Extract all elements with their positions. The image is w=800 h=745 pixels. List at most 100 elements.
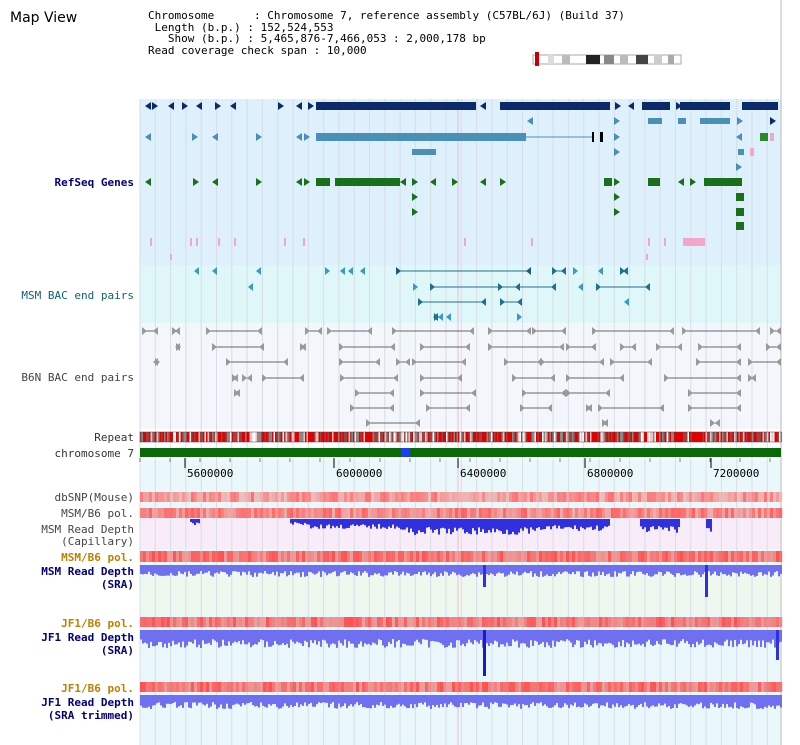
pol-heat-cell bbox=[455, 492, 459, 502]
depth-bar bbox=[266, 630, 268, 642]
repeat-cell bbox=[398, 432, 400, 442]
pol-heat-cell bbox=[488, 617, 492, 627]
depth-bar bbox=[270, 565, 272, 574]
depth-bar bbox=[750, 565, 752, 576]
repeat-cell bbox=[597, 432, 600, 442]
pol-heat-cell bbox=[614, 492, 618, 502]
depth-bar bbox=[368, 630, 370, 644]
pol-heat-cell bbox=[548, 682, 552, 692]
pol-heat-cell bbox=[605, 492, 609, 502]
depth-bar bbox=[604, 519, 606, 527]
pol-heat-cell bbox=[347, 508, 351, 518]
depth-bar bbox=[638, 630, 640, 644]
pol-heat-cell bbox=[314, 551, 318, 562]
depth-bar bbox=[488, 519, 490, 531]
gene-glyph bbox=[438, 313, 443, 321]
pol-heat-cell bbox=[194, 551, 198, 562]
refseq-genes-label[interactable]: RefSeq Genes bbox=[54, 176, 134, 189]
repeat-cell bbox=[186, 432, 189, 442]
depth-bar bbox=[484, 519, 486, 534]
depth-bar bbox=[566, 630, 568, 640]
depth-bar bbox=[734, 565, 736, 573]
depth-bar bbox=[166, 630, 168, 648]
pol-heat-cell bbox=[734, 492, 738, 502]
depth-bar bbox=[280, 565, 282, 574]
pol-heat-cell bbox=[299, 682, 303, 692]
depth-bar bbox=[624, 695, 626, 707]
depth-bar bbox=[468, 695, 470, 705]
pol-heat-cell bbox=[260, 682, 264, 692]
pol-heat-cell bbox=[176, 551, 180, 562]
depth-bar bbox=[266, 565, 268, 574]
depth-bar bbox=[518, 630, 520, 648]
pol-heat-cell bbox=[395, 551, 399, 562]
repeat-cell bbox=[477, 432, 480, 442]
depth-bar bbox=[396, 565, 398, 573]
pol-heat-cell bbox=[224, 551, 228, 562]
depth-bar bbox=[278, 695, 280, 709]
msm-bac-label[interactable]: MSM BAC end pairs bbox=[21, 289, 134, 302]
depth-bar bbox=[218, 565, 220, 574]
pol-heat-cell bbox=[275, 492, 279, 502]
pseudogene-mark bbox=[234, 238, 236, 246]
pol-heat-cell bbox=[569, 492, 573, 502]
depth-bar bbox=[158, 565, 160, 576]
pol-heat-cell bbox=[503, 551, 507, 562]
pol-heat-cell bbox=[638, 617, 642, 627]
pol-heat-cell bbox=[767, 551, 771, 562]
pol-heat-cell bbox=[737, 508, 741, 518]
depth-bar bbox=[626, 630, 628, 643]
depth-bar bbox=[366, 695, 368, 708]
depth-bar bbox=[442, 630, 444, 645]
depth-bar bbox=[708, 519, 710, 529]
depth-bar bbox=[214, 630, 216, 641]
depth-bar bbox=[682, 630, 684, 640]
repeat-cell bbox=[218, 432, 220, 442]
jf1-depth-sra-label: JF1 Read Depth bbox=[41, 631, 134, 644]
depth-bar bbox=[424, 630, 426, 640]
pol-heat-cell bbox=[728, 508, 732, 518]
gene-glyph bbox=[592, 327, 597, 335]
pol-heat-cell bbox=[194, 682, 198, 692]
pol-heat-cell bbox=[197, 682, 201, 692]
pol-heat-cell bbox=[329, 492, 333, 502]
pseudogene-mark bbox=[170, 254, 172, 260]
gene-glyph bbox=[614, 208, 620, 216]
pol-heat-cell bbox=[164, 682, 168, 692]
pol-heat-cell bbox=[173, 492, 177, 502]
repeat-cell bbox=[509, 432, 511, 442]
depth-bar bbox=[460, 695, 462, 703]
pol-heat-cell bbox=[689, 617, 693, 627]
repeat-cell bbox=[765, 432, 768, 442]
depth-bar bbox=[168, 695, 170, 704]
depth-bar bbox=[630, 695, 632, 706]
pol-heat-cell bbox=[725, 551, 729, 562]
depth-bar bbox=[374, 565, 376, 574]
pol-heat-cell bbox=[332, 617, 336, 627]
pol-heat-cell bbox=[632, 492, 636, 502]
pol-heat-cell bbox=[197, 551, 201, 562]
b6n-bac-label[interactable]: B6N BAC end pairs bbox=[21, 371, 134, 384]
pol-heat-cell bbox=[416, 508, 420, 518]
pol-heat-cell bbox=[746, 508, 750, 518]
depth-bar bbox=[584, 565, 586, 572]
pol-heat-cell bbox=[257, 508, 261, 518]
gene-block bbox=[700, 118, 730, 124]
depth-bar bbox=[718, 565, 720, 577]
repeat-cell bbox=[324, 432, 327, 442]
depth-bar bbox=[592, 630, 594, 648]
depth-bar bbox=[498, 630, 500, 648]
pol-heat-cell bbox=[320, 551, 324, 562]
gene-glyph bbox=[212, 133, 218, 141]
pol-heat-cell bbox=[749, 492, 753, 502]
depth-bar bbox=[310, 565, 312, 573]
depth-bar bbox=[774, 630, 776, 648]
repeat-cell bbox=[143, 432, 145, 442]
repeat-cell bbox=[644, 432, 646, 442]
depth-bar bbox=[714, 695, 716, 708]
pol-heat-cell bbox=[251, 492, 255, 502]
repeat-cell bbox=[636, 432, 639, 442]
depth-bar bbox=[684, 695, 686, 705]
repeat-cell bbox=[402, 432, 405, 442]
